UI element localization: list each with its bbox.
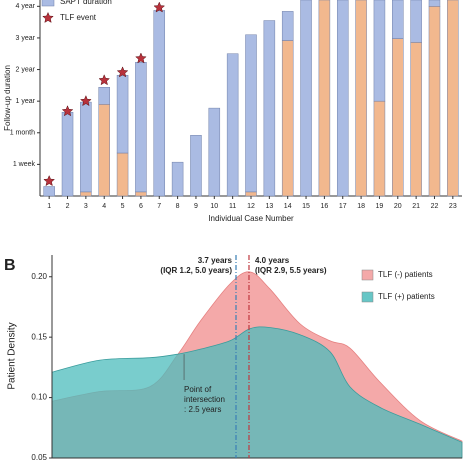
x-tick-label: 6	[139, 203, 143, 210]
bar-segment	[135, 191, 147, 197]
y-axis-title: Patient Density	[7, 322, 18, 389]
x-tick-label: 1	[47, 203, 51, 210]
annotation: Point of	[184, 385, 212, 394]
bar-segment	[336, 0, 349, 197]
bar-segment	[116, 74, 129, 154]
bar-segment	[61, 111, 74, 197]
y-tick-label: 1 month	[10, 130, 35, 137]
x-tick-label: 23	[449, 203, 457, 210]
x-axis-title: Individual Case Number	[208, 214, 294, 223]
y-tick-label: 3 year	[16, 35, 36, 42]
x-tick-label: 11	[229, 203, 236, 210]
x-tick-label: 8	[176, 203, 180, 210]
x-tick-label: 7	[157, 203, 161, 210]
x-tick-label: 5	[121, 203, 125, 210]
x-tick-label: 18	[357, 203, 365, 210]
event-star	[135, 52, 147, 64]
bar-segment	[135, 62, 147, 193]
bar-segment	[190, 135, 202, 197]
x-tick-label: 14	[284, 203, 292, 210]
x-tick-label: 15	[302, 203, 310, 210]
bar-segment	[410, 42, 422, 197]
y-tick-label: 0.15	[31, 332, 47, 341]
y-tick-label: 1 year	[16, 98, 36, 105]
legend-label: TLF event	[60, 13, 97, 22]
annotation: (IQR 1.2, 5.0 years)	[160, 266, 232, 275]
event-star	[153, 1, 166, 13]
bar-segment	[245, 191, 257, 197]
legend-label: SAPT duration	[60, 0, 112, 6]
bar-segment	[300, 0, 312, 197]
x-tick-label: 17	[339, 203, 347, 210]
density-area	[51, 326, 463, 459]
x-tick-label: 9	[194, 203, 198, 210]
x-tick-label: 10	[210, 203, 218, 210]
x-tick-label: 21	[412, 203, 420, 210]
annotation: 3.7 years	[198, 256, 233, 265]
bar-segment	[263, 20, 276, 197]
legend-swatch	[41, 0, 55, 7]
bar-segment	[171, 161, 184, 197]
legend-swatch	[361, 269, 374, 281]
bar-segment	[208, 107, 221, 197]
bar-segment	[116, 152, 129, 197]
bar-segment	[80, 191, 92, 197]
event-star	[61, 105, 74, 117]
bar-segment	[428, 0, 441, 7]
x-tick-label: 12	[247, 203, 255, 210]
bar-segment	[373, 0, 386, 102]
legend-label: TLF (-) patients	[378, 270, 433, 279]
bar-segment	[98, 87, 110, 105]
bar-segment	[153, 10, 166, 197]
x-tick-label: 4	[102, 203, 106, 210]
bar-segment	[281, 11, 294, 41]
event-star	[43, 174, 56, 187]
y-tick-label: 1 week	[13, 161, 36, 168]
bar-segment	[410, 0, 422, 43]
bar-segment	[447, 0, 459, 197]
x-tick-label: 20	[394, 203, 402, 210]
x-tick-label: 13	[265, 203, 273, 210]
bar-segment	[80, 101, 92, 193]
bar-segment	[428, 6, 441, 197]
x-tick-label: 2	[66, 203, 70, 210]
bar-segment	[392, 0, 404, 39]
event-star	[116, 66, 129, 78]
bar-segment	[226, 53, 239, 197]
bar-segment	[392, 38, 404, 197]
x-tick-label: 22	[431, 203, 439, 210]
x-tick-label: 3	[84, 203, 88, 210]
annotation: (IQR 2.9, 5.5 years)	[255, 266, 327, 275]
x-tick-label: 16	[320, 203, 328, 210]
legend-label: TLF (+) patients	[378, 292, 435, 301]
bar-segment	[43, 186, 55, 197]
annotation: intersection	[184, 395, 225, 404]
panel-label: B	[4, 257, 16, 274]
y-tick-label: 0.20	[31, 272, 47, 281]
x-tick-label: 19	[376, 203, 384, 210]
bar-segment	[98, 104, 110, 197]
y-tick-label: 0.10	[31, 393, 47, 402]
event-star	[98, 74, 111, 86]
bar-segment	[373, 100, 386, 197]
bar-segment	[355, 0, 367, 197]
bar-segment	[318, 0, 331, 197]
event-star	[79, 95, 92, 107]
y-tick-label: 2 year	[16, 66, 36, 73]
y-axis-title: Follow-up duration	[3, 65, 12, 131]
y-tick-label: 0.05	[31, 453, 47, 462]
annotation: 4.0 years	[255, 256, 290, 265]
bar-segment	[281, 40, 294, 197]
y-tick-label: 4 year	[16, 3, 36, 10]
legend-swatch	[361, 291, 374, 303]
legend-star	[42, 11, 54, 23]
bar-segment	[245, 34, 257, 193]
annotation: : 2.5 years	[184, 405, 221, 414]
